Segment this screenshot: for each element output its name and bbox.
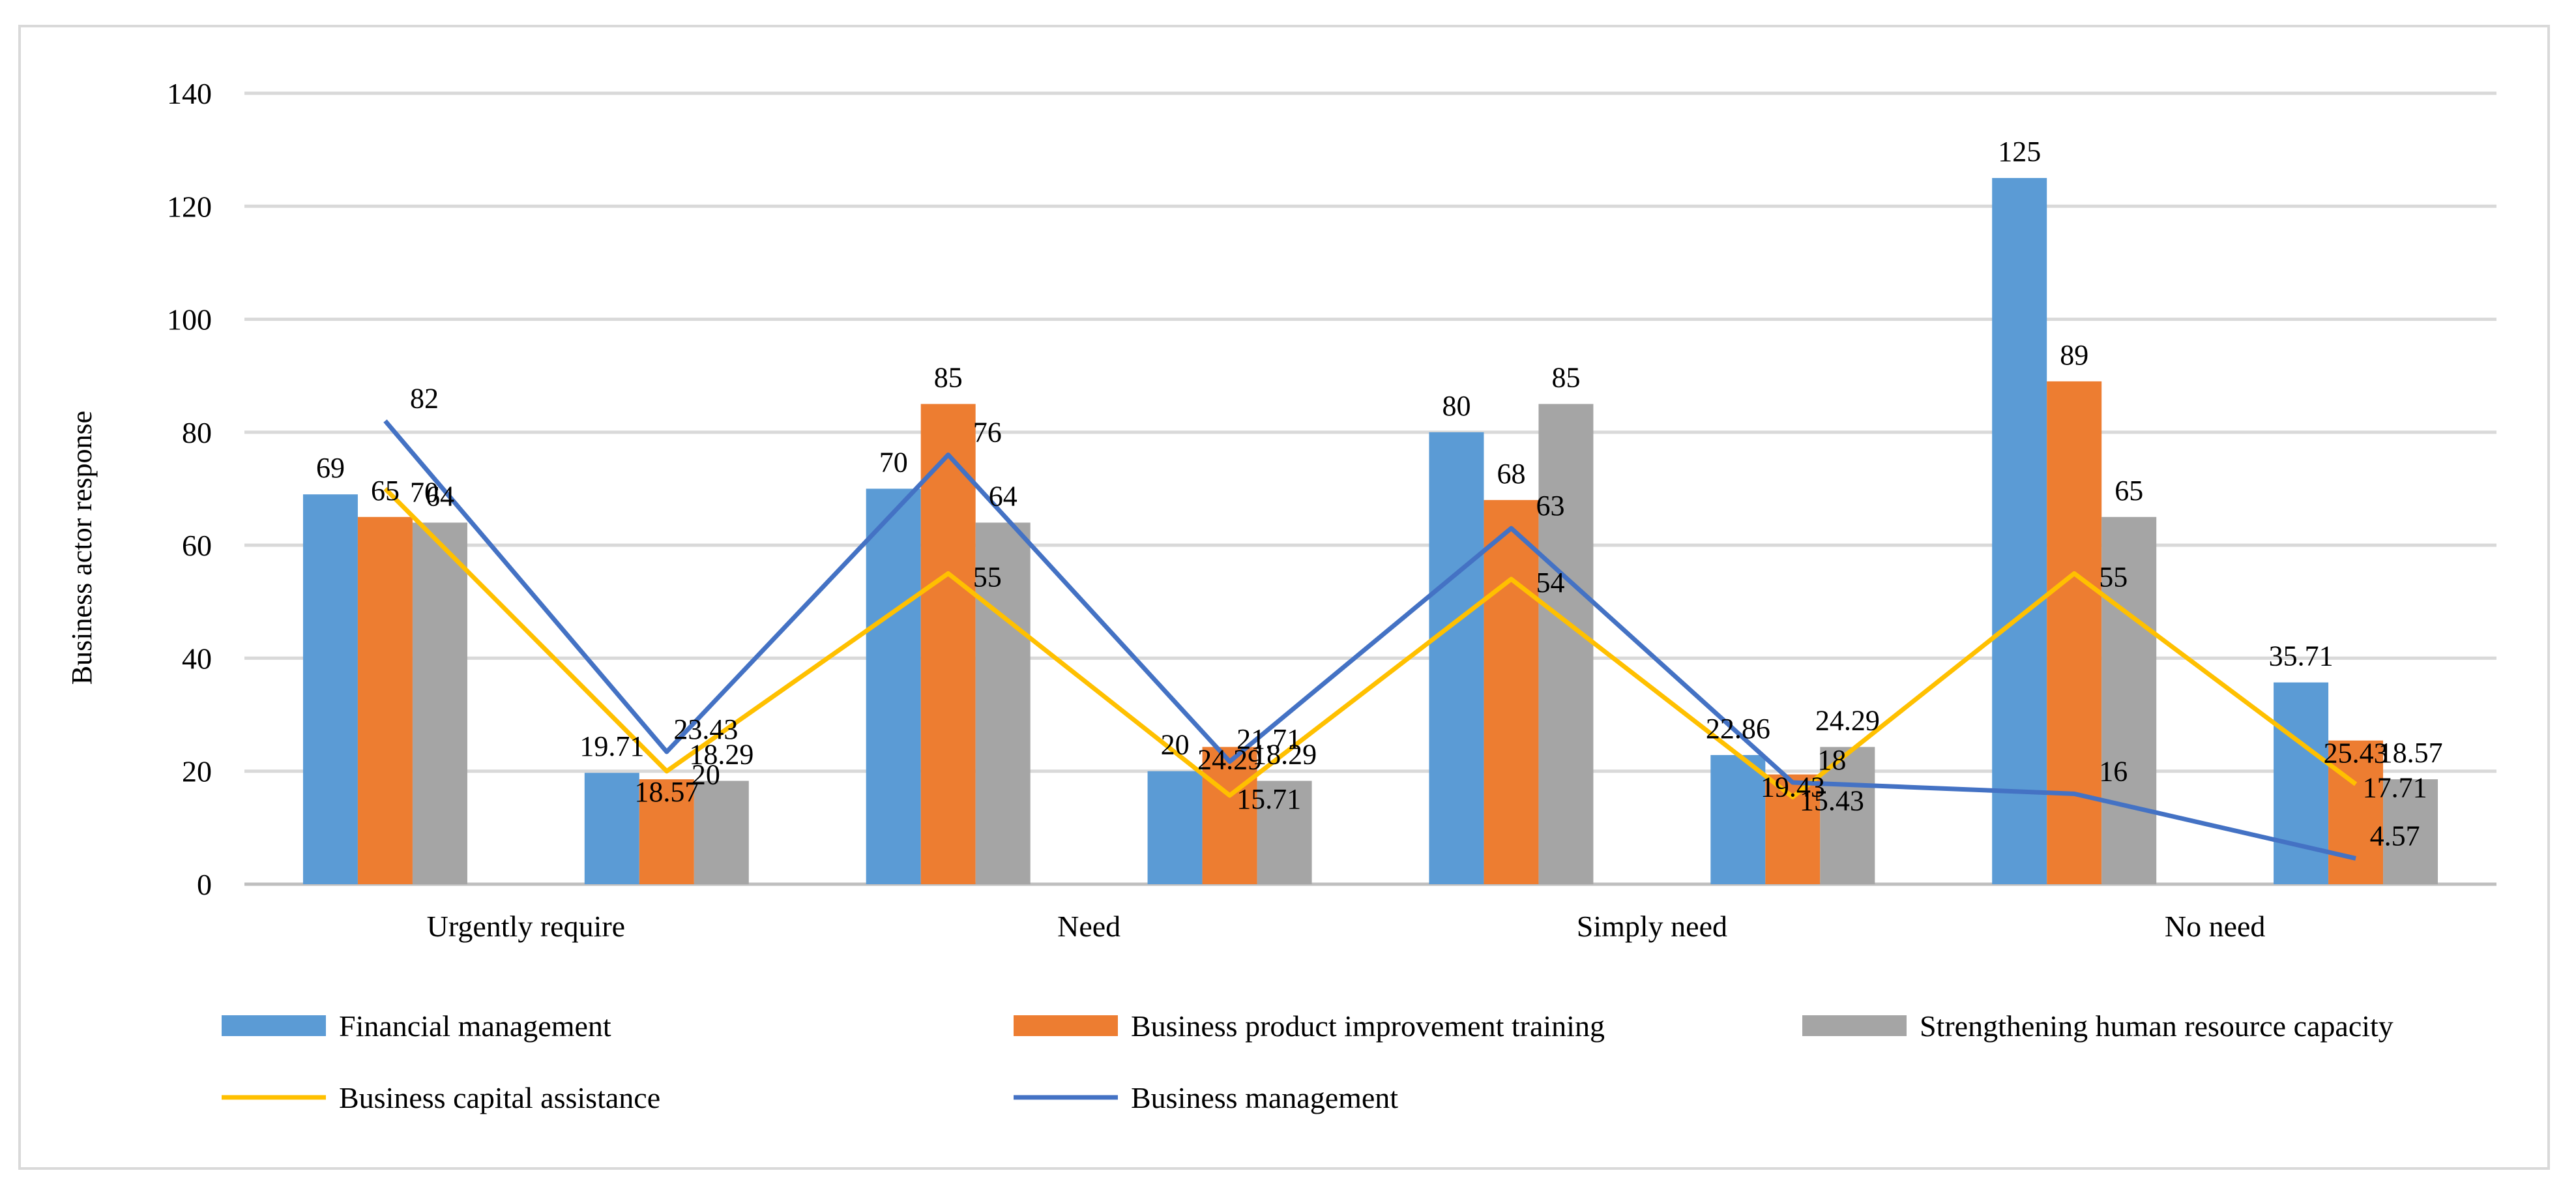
- y-axis-ticks: 0 20 40 60 80 100 120 140: [167, 77, 212, 901]
- legend-item: Business capital assistance: [222, 1081, 660, 1114]
- bar: [1202, 747, 1257, 884]
- legend-label: Business product improvement training: [1131, 1009, 1605, 1043]
- x-category-label: Urgently require: [427, 910, 625, 943]
- data-label: 4.57: [2370, 820, 2420, 852]
- y-tick-label: 20: [182, 755, 212, 788]
- legend-label: Financial management: [339, 1009, 611, 1043]
- data-label: 24.29: [1815, 705, 1880, 737]
- bar: [1147, 771, 1203, 884]
- y-tick-label: 40: [182, 642, 212, 675]
- data-label: 18.29: [1252, 739, 1317, 771]
- legend-swatch: [1014, 1015, 1118, 1036]
- y-tick-label: 80: [182, 416, 212, 449]
- data-label: 82: [410, 383, 439, 415]
- data-label: 19.43: [1761, 771, 1825, 803]
- data-label: 54: [1536, 567, 1564, 599]
- data-label: 20: [1161, 729, 1190, 761]
- series-line: [383, 487, 2358, 799]
- data-label: 65: [2115, 475, 2143, 507]
- legend-swatch: [1802, 1015, 1907, 1036]
- legend-item: Strengthening human resource capacity: [1802, 1009, 2393, 1043]
- data-label: 18.57: [634, 776, 699, 808]
- data-label: 17.71: [2363, 772, 2427, 804]
- series-line: [383, 419, 2356, 861]
- legend-item: Business management: [1014, 1081, 1398, 1114]
- data-label: 70: [410, 477, 439, 509]
- data-label: 19.71: [579, 730, 644, 762]
- bar: [584, 773, 639, 884]
- bar: [1992, 177, 2047, 884]
- data-label: 80: [1442, 390, 1471, 422]
- lines: [383, 419, 2358, 861]
- data-label: 24.29: [1197, 744, 1262, 776]
- bar: [357, 516, 413, 884]
- bar: [1765, 774, 1821, 884]
- y-tick-label: 0: [197, 868, 212, 901]
- bar: [920, 404, 976, 884]
- data-label: 20: [692, 759, 720, 791]
- bar: [1538, 404, 1594, 884]
- data-label: 21.71: [1237, 723, 1301, 755]
- legend-label: Strengthening human resource capacity: [1920, 1009, 2393, 1043]
- bar: [1429, 432, 1484, 884]
- legend-item: Financial management: [222, 1009, 611, 1043]
- bar: [2274, 682, 2329, 884]
- bar: [1484, 499, 1539, 884]
- data-label: 55: [2099, 561, 2128, 593]
- bar: [2047, 381, 2102, 884]
- data-label: 22.86: [1706, 713, 1770, 745]
- data-label: 68: [1497, 458, 1525, 490]
- data-label: 65: [371, 475, 400, 507]
- x-category-label: No need: [2165, 910, 2266, 943]
- x-category-label: Need: [1057, 910, 1120, 943]
- y-tick-label: 120: [167, 190, 212, 223]
- data-label: 15.43: [1800, 784, 1864, 816]
- data-label: 15.71: [1237, 783, 1301, 815]
- data-label: 35.71: [2269, 640, 2334, 672]
- data-label: 69: [316, 452, 345, 484]
- data-label: 64: [989, 480, 1017, 512]
- y-tick-label: 100: [167, 303, 212, 336]
- bar: [2383, 779, 2438, 884]
- y-axis-title: Business actor response: [66, 411, 98, 685]
- data-label: 55: [973, 561, 1002, 593]
- bar: [412, 522, 467, 884]
- bar: [1710, 754, 1766, 884]
- data-label: 89: [2060, 339, 2088, 371]
- bar: [975, 522, 1031, 884]
- data-label: 85: [934, 362, 963, 394]
- legend-label: Business management: [1131, 1081, 1398, 1114]
- data-label: 25.43: [2324, 737, 2388, 769]
- data-label: 18.29: [689, 739, 754, 771]
- data-label: 16: [2099, 755, 2128, 787]
- bar: [866, 488, 921, 884]
- bars: [302, 177, 2438, 884]
- bar: [302, 494, 358, 884]
- legend-swatch: [222, 1015, 326, 1036]
- y-tick-label: 60: [182, 529, 212, 562]
- legend-label: Business capital assistance: [339, 1081, 660, 1114]
- bar: [694, 781, 749, 884]
- bar: [1257, 781, 1312, 884]
- data-label: 64: [426, 480, 454, 512]
- data-label: 85: [1551, 362, 1580, 394]
- data-label: 23.43: [673, 713, 738, 745]
- x-axis-categories: Urgently require Need Simply need No need: [427, 910, 2266, 943]
- gridlines: [244, 91, 2496, 886]
- data-label: 76: [973, 417, 1002, 449]
- x-category-label: Simply need: [1577, 910, 1727, 943]
- data-label: 63: [1536, 490, 1564, 522]
- bar: [2328, 740, 2384, 884]
- data-label: 18.57: [2378, 737, 2443, 769]
- bar: [639, 779, 694, 884]
- legend-item: Business product improvement training: [1014, 1009, 1605, 1043]
- legend: Financial management Business product imp…: [222, 1009, 2393, 1114]
- bar: [2101, 516, 2157, 884]
- data-label: 18: [1817, 744, 1846, 776]
- y-tick-label: 140: [167, 77, 212, 110]
- data-label: 70: [879, 447, 908, 479]
- data-label: 125: [1998, 136, 2041, 168]
